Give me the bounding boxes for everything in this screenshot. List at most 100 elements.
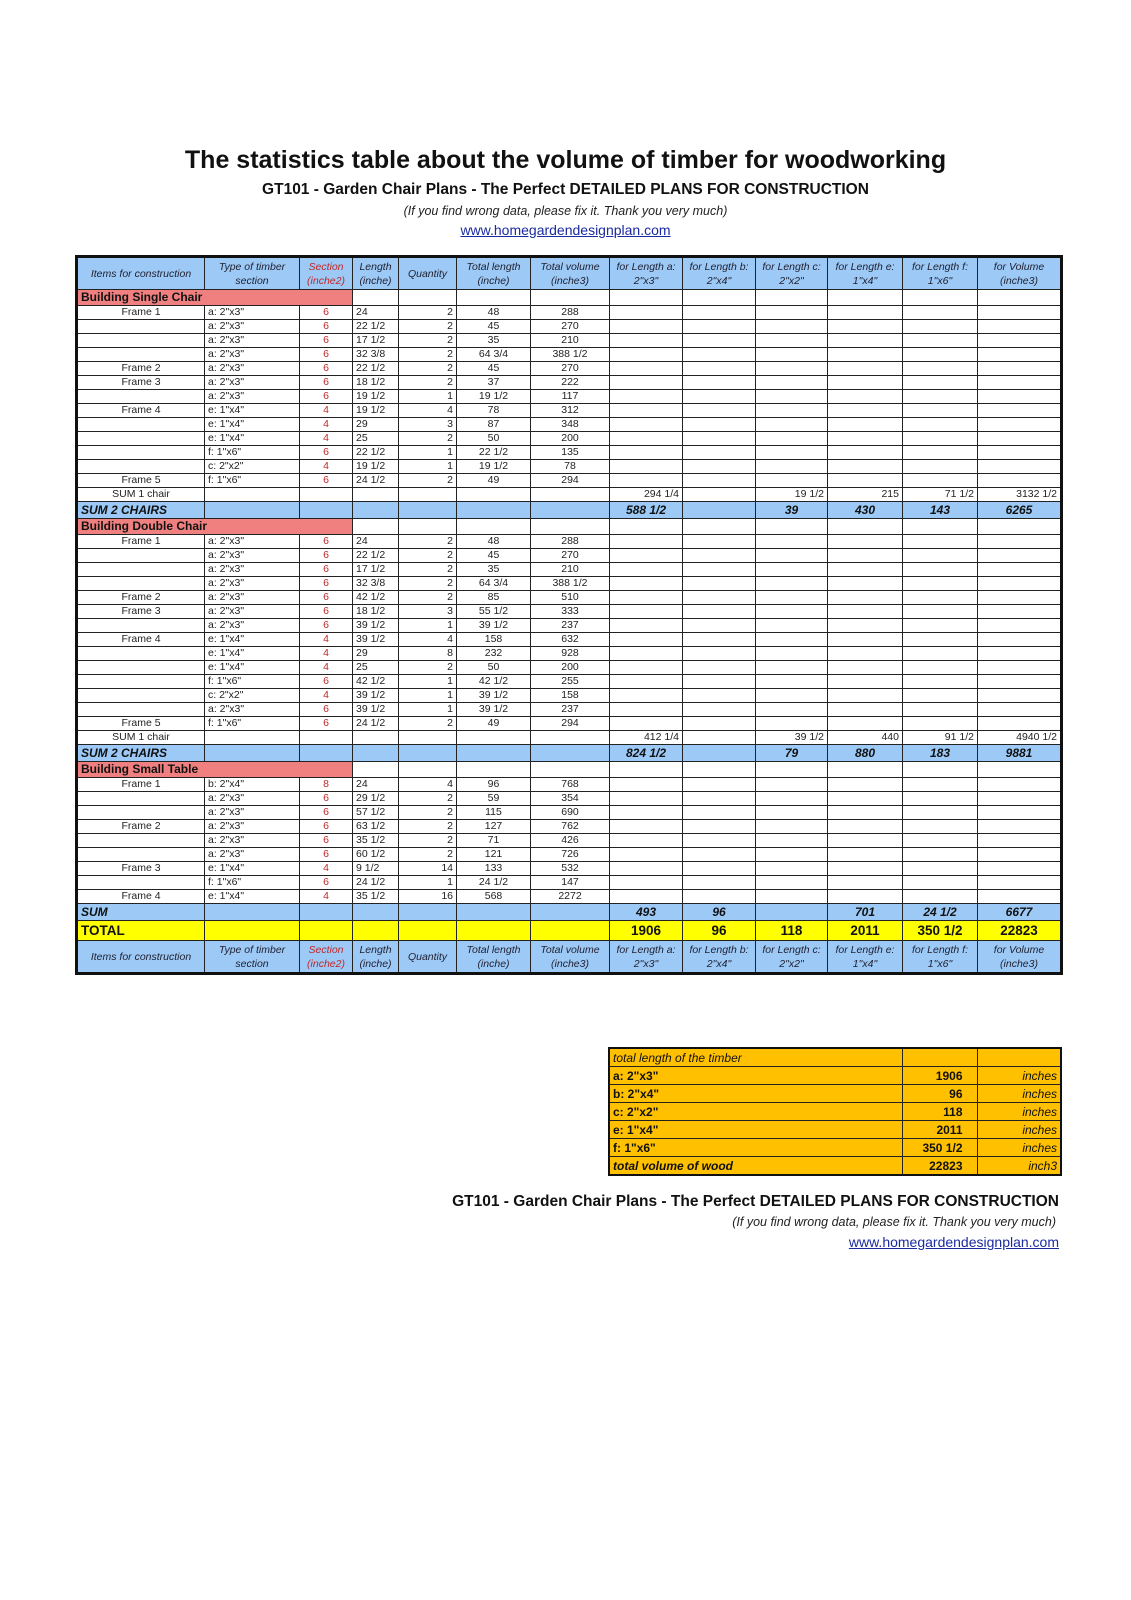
- table-cell: [682, 702, 756, 717]
- website-link[interactable]: www.homegardendesignplan.com: [460, 222, 671, 238]
- table-cell: a: 2"x3": [204, 347, 300, 362]
- summary-row: c: 2"x2" 118 inches: [608, 1102, 1062, 1121]
- table-cell: [299, 487, 353, 502]
- table-cell: [755, 646, 828, 661]
- table-row: a: 2"x3" 6 17 1/2 2 35 210: [76, 333, 1062, 348]
- table-cell: f: 1"x6": [204, 716, 300, 731]
- table-cell: [398, 501, 457, 519]
- sum-row: SUM 1 chair 412 1/4 39 1/2 440 91 1/2 4940 1/…: [76, 730, 1062, 745]
- table-cell: [755, 459, 828, 474]
- table-cell: [682, 632, 756, 647]
- table-cell: [755, 761, 828, 778]
- table-cell: 115: [456, 805, 531, 820]
- table-cell: [827, 361, 903, 376]
- table-cell: 270: [530, 361, 610, 376]
- column-header: for Length a: 2"x3": [609, 940, 683, 974]
- table-cell: 18 1/2: [352, 375, 399, 390]
- table-row: Frame 4 e: 1"x4" 4 19 1/2 4 78 312: [76, 403, 1062, 418]
- table-cell: 2: [398, 562, 457, 577]
- table-cell: [609, 791, 683, 806]
- table-cell: 312: [530, 403, 610, 418]
- table-cell: 9 1/2: [352, 861, 399, 876]
- table-cell: c: 2"x2": [204, 688, 300, 703]
- table-cell: 147: [530, 875, 610, 890]
- table-cell: 210: [530, 562, 610, 577]
- table-row: Frame 3 a: 2"x3" 6 18 1/2 3 55 1/2 333: [76, 604, 1062, 619]
- table-cell: 35 1/2: [352, 889, 399, 904]
- table-cell: [977, 847, 1062, 862]
- table-cell: 333: [530, 604, 610, 619]
- table-cell: 6: [299, 791, 353, 806]
- column-header: for Length b: 2"x4": [682, 940, 756, 974]
- table-cell: 8: [398, 646, 457, 661]
- table-cell: [682, 791, 756, 806]
- table-row: f: 1"x6" 6 42 1/2 1 42 1/2 255: [76, 674, 1062, 689]
- table-row: c: 2"x2" 4 39 1/2 1 39 1/2 158: [76, 688, 1062, 703]
- table-cell: [398, 920, 457, 941]
- table-cell: [827, 805, 903, 820]
- table-cell: [827, 716, 903, 731]
- table-cell: [609, 389, 683, 404]
- table-cell: 6: [299, 562, 353, 577]
- table-cell: 19 1/2: [352, 389, 399, 404]
- table-cell: 6677: [977, 903, 1062, 921]
- table-cell: 143: [902, 501, 978, 519]
- table-cell: 50: [456, 660, 531, 675]
- table-cell: f: 1"x6": [204, 674, 300, 689]
- table-cell: [609, 889, 683, 904]
- table-cell: 388 1/2: [530, 576, 610, 591]
- table-cell: [755, 618, 828, 633]
- table-row: a: 2"x3" 6 32 3/8 2 64 3/4 388 1/2: [76, 576, 1062, 591]
- table-cell: [977, 431, 1062, 446]
- table-cell: [827, 576, 903, 591]
- table-cell: 6: [299, 674, 353, 689]
- table-cell: 4: [299, 861, 353, 876]
- table-cell: [755, 903, 828, 921]
- table-cell: [827, 319, 903, 334]
- table-cell: [755, 716, 828, 731]
- table-cell: [609, 646, 683, 661]
- table-cell: 2: [398, 361, 457, 376]
- table-cell: 39 1/2: [456, 688, 531, 703]
- table-cell: [682, 618, 756, 633]
- table-cell: [456, 289, 531, 306]
- table-cell: 4940 1/2: [977, 730, 1062, 745]
- table-cell: a: 2"x3": [204, 333, 300, 348]
- table-cell: [682, 361, 756, 376]
- table-cell: [902, 861, 978, 876]
- table-cell: [609, 403, 683, 418]
- section-row: Building Small Table: [76, 761, 1062, 778]
- table-cell: [456, 501, 531, 519]
- table-cell: 96: [682, 920, 756, 941]
- table-cell: [902, 791, 978, 806]
- table-cell: 928: [530, 646, 610, 661]
- sum-row: SUM 1 chair 294 1/4 19 1/2 215 71 1/2 3132 1/…: [76, 487, 1062, 502]
- table-cell: [755, 576, 828, 591]
- table-cell: 24: [352, 777, 399, 792]
- table-cell: [902, 646, 978, 661]
- summary-unit: inches: [976, 1066, 1062, 1085]
- table-cell: [977, 833, 1062, 848]
- table-cell: Frame 5: [76, 716, 205, 731]
- table-cell: [977, 646, 1062, 661]
- table-cell: Frame 1: [76, 305, 205, 320]
- table-cell: 762: [530, 819, 610, 834]
- table-cell: [76, 562, 205, 577]
- table-cell: [76, 548, 205, 563]
- table-cell: [682, 875, 756, 890]
- table-cell: [755, 590, 828, 605]
- table-cell: [902, 674, 978, 689]
- table-cell: 78: [530, 459, 610, 474]
- table-cell: [609, 833, 683, 848]
- table-cell: [977, 417, 1062, 432]
- table-cell: [977, 889, 1062, 904]
- table-cell: [755, 861, 828, 876]
- table-cell: [755, 889, 828, 904]
- table-cell: [352, 501, 399, 519]
- table-cell: 24 1/2: [352, 716, 399, 731]
- table-cell: [977, 473, 1062, 488]
- table-cell: Frame 2: [76, 819, 205, 834]
- table-cell: [827, 333, 903, 348]
- footer-link[interactable]: www.homegardendesignplan.com: [848, 1234, 1059, 1250]
